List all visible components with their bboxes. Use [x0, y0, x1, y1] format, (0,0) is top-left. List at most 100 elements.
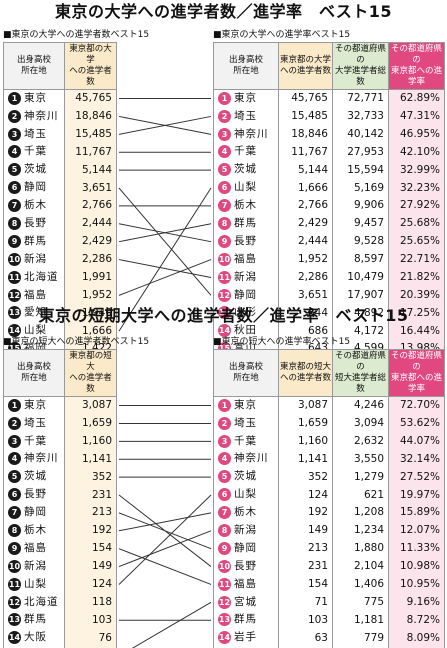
- table-row: 4 千葉 11,767: [3, 143, 117, 162]
- prefecture-name: 静岡: [234, 541, 257, 554]
- rank-badge: 5: [8, 470, 21, 484]
- total-cell: 3,094: [332, 414, 389, 433]
- table-row: 1 東京 3,087 4,246 72.70%: [213, 396, 445, 415]
- prefecture-name: 東京: [234, 92, 257, 104]
- table-row: 7 静岡 213: [3, 503, 117, 522]
- rank-badge: 10: [8, 252, 21, 266]
- prefecture-name: 長野: [234, 234, 257, 247]
- rate-cell: 17.25%: [388, 304, 445, 323]
- rank-badge: 8: [218, 524, 231, 538]
- prefecture-cell: 7 栃木: [213, 503, 279, 522]
- header-prefecture: 出身高校 所在地: [213, 349, 279, 397]
- prefecture-cell: 13 群馬: [213, 611, 279, 630]
- prefecture-cell: 1 東京: [3, 89, 65, 108]
- prefecture-cell: 14 岩手: [213, 629, 279, 648]
- total-cell: 15,594: [332, 161, 389, 180]
- prefecture-name: 千葉: [234, 434, 257, 447]
- count-cell: 15,485: [64, 125, 117, 144]
- rate-cell: 9.16%: [388, 593, 445, 612]
- rank-badge: 1: [8, 92, 21, 105]
- table-row: 14 大阪 76: [3, 629, 117, 648]
- rank-badge: 2: [218, 109, 231, 123]
- count-cell: 1,659: [278, 414, 333, 433]
- prefecture-name: 大阪: [24, 631, 47, 644]
- prefecture-cell: 4 神奈川: [3, 450, 65, 469]
- table-row: 7 栃木 192 1,208 15.89%: [213, 503, 445, 522]
- prefecture-name: 山形: [234, 306, 257, 319]
- prefecture-name: 山梨: [234, 488, 257, 501]
- prefecture-name: 茨城: [234, 470, 257, 483]
- prefecture-cell: 14 山梨: [3, 322, 65, 341]
- count-cell: 71: [278, 593, 333, 612]
- table-row: 12 福島 1,952: [3, 286, 117, 305]
- prefecture-name: 群馬: [24, 613, 47, 626]
- table-row: 5 茨城 352 1,279 27.52%: [213, 468, 445, 487]
- count-cell: 63: [278, 629, 333, 648]
- rank-connector-line: [118, 115, 212, 135]
- rank-badge: 7: [8, 506, 21, 520]
- prefecture-cell: 12 福島: [3, 286, 65, 305]
- right-caption: ■東京の大学への進学率ベスト15: [213, 30, 351, 40]
- prefecture-name: 秋田: [234, 324, 257, 337]
- rank-badge: 8: [8, 524, 21, 538]
- rank-badge: 12: [8, 595, 21, 609]
- prefecture-cell: 10 新潟: [3, 557, 65, 576]
- rank-connector-line: [118, 512, 212, 550]
- table-row: 8 長野 2,444: [3, 214, 117, 233]
- rate-cell: 11.33%: [388, 539, 445, 558]
- prefecture-name: 栃木: [234, 506, 257, 519]
- prefecture-name: 千葉: [234, 145, 257, 158]
- prefecture-name: 群馬: [234, 613, 257, 626]
- header-rate: その都道府県の 東京都への進学率: [388, 349, 445, 397]
- prefecture-name: 山梨: [234, 181, 257, 194]
- rate-cell: 72.70%: [388, 396, 445, 415]
- rank-badge: 12: [218, 595, 231, 609]
- count-cell: 76: [64, 629, 117, 648]
- rank-badge: 11: [8, 577, 21, 591]
- rank-badge: 11: [218, 270, 231, 284]
- rank-badge: 2: [218, 416, 231, 430]
- total-cell: 1,880: [332, 539, 389, 558]
- rank-badge: 3: [8, 127, 21, 141]
- total-cell: 4,892: [332, 304, 389, 323]
- count-cell: 352: [64, 468, 117, 487]
- rank-badge: 3: [218, 127, 231, 141]
- total-cell: 17,907: [332, 286, 389, 305]
- table-row: 10 新潟 149: [3, 557, 117, 576]
- table-row: 11 福島 154 1,406 10.95%: [213, 575, 445, 594]
- prefecture-name: 長野: [24, 217, 47, 230]
- table-row: 7 栃木 2,766 9,906 27.92%: [213, 196, 445, 215]
- total-cell: 4,172: [332, 322, 389, 341]
- rate-cell: 22.71%: [388, 250, 445, 269]
- rank-connector-line: [118, 187, 212, 296]
- count-cell: 149: [278, 521, 333, 540]
- table-row: 2 埼玉 1,659 3,094 53.62%: [213, 414, 445, 433]
- prefecture-cell: 6 長野: [3, 486, 65, 504]
- rank-badge: 9: [8, 234, 21, 248]
- prefecture-cell: 2 埼玉: [213, 107, 279, 126]
- total-cell: 10,479: [332, 268, 389, 287]
- count-cell: 1,659: [64, 414, 117, 433]
- prefecture-cell: 13 山形: [213, 304, 279, 323]
- table-row: 14 山梨 1,666: [3, 322, 117, 341]
- count-cell: 352: [278, 468, 333, 487]
- header-prefecture: 出身高校 所在地: [213, 42, 279, 90]
- prefecture-name: 東京: [24, 92, 47, 104]
- total-cell: 1,234: [332, 521, 389, 540]
- count-cell: 192: [64, 521, 117, 540]
- junior-college-section: 東京の短期大学への進学者数／進学率 ベスト15 ■東京の短大への進学者数ベスト1…: [0, 300, 447, 648]
- rate-cell: 25.68%: [388, 214, 445, 233]
- prefecture-name: 愛知: [24, 306, 47, 319]
- table-row: 9 長野 2,444 9,528 25.65%: [213, 232, 445, 251]
- prefecture-cell: 1 東京: [3, 396, 65, 415]
- prefecture-cell: 2 神奈川: [3, 107, 65, 126]
- total-cell: 9,457: [332, 214, 389, 233]
- table-row: 1 東京 45,765 72,771 62.89%: [213, 89, 445, 108]
- table-row: 10 新潟 2,286: [3, 250, 117, 269]
- rate-cell: 42.10%: [388, 143, 445, 162]
- count-cell: 103: [278, 611, 333, 630]
- total-cell: 27,953: [332, 143, 389, 162]
- table-row: 2 埼玉 15,485 32,733 47.31%: [213, 107, 445, 126]
- university-section: 東京の大学への進学者数／進学率 ベスト15 ■東京の大学への進学者数ベスト15 …: [0, 0, 447, 359]
- prefecture-cell: 10 福島: [213, 250, 279, 269]
